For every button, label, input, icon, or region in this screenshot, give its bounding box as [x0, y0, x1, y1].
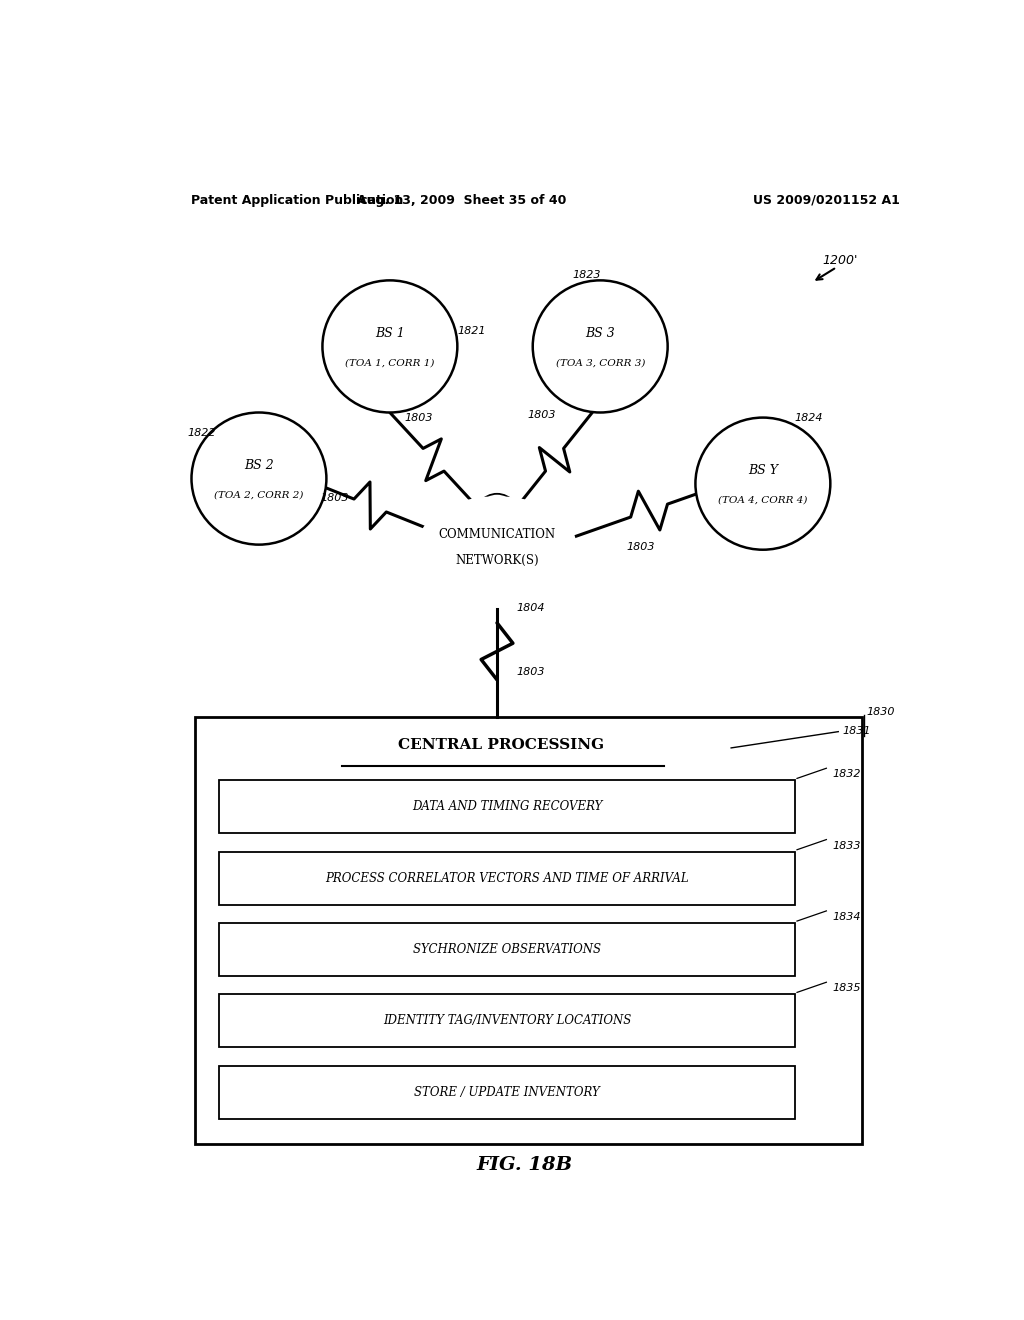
Text: STORE / UPDATE INVENTORY: STORE / UPDATE INVENTORY: [414, 1085, 600, 1098]
Text: BS 1: BS 1: [375, 327, 404, 339]
Ellipse shape: [472, 494, 522, 552]
Text: BS 3: BS 3: [586, 327, 615, 339]
Text: Aug. 13, 2009  Sheet 35 of 40: Aug. 13, 2009 Sheet 35 of 40: [356, 194, 566, 207]
Text: 1803: 1803: [321, 492, 349, 503]
Ellipse shape: [418, 496, 577, 594]
Text: (TOA 4, CORR 4): (TOA 4, CORR 4): [718, 495, 808, 504]
Bar: [219, 851, 795, 904]
Ellipse shape: [695, 417, 830, 549]
Text: PROCESS CORRELATOR VECTORS AND TIME OF ARRIVAL: PROCESS CORRELATOR VECTORS AND TIME OF A…: [326, 871, 689, 884]
Text: 1831: 1831: [842, 726, 870, 735]
Ellipse shape: [429, 525, 465, 569]
Bar: [219, 994, 795, 1047]
Text: SYCHRONIZE OBSERVATIONS: SYCHRONIZE OBSERVATIONS: [413, 942, 601, 956]
Ellipse shape: [529, 525, 565, 569]
Text: IDENTITY TAG/INVENTORY LOCATIONS: IDENTITY TAG/INVENTORY LOCATIONS: [383, 1014, 631, 1027]
Text: (TOA 3, CORR 3): (TOA 3, CORR 3): [555, 358, 645, 367]
Text: 1834: 1834: [833, 912, 861, 921]
Ellipse shape: [191, 412, 327, 545]
Text: BS Y: BS Y: [748, 463, 778, 477]
Text: 1822: 1822: [187, 428, 216, 438]
Text: FIG. 18B: FIG. 18B: [477, 1155, 572, 1173]
Text: US 2009/0201152 A1: US 2009/0201152 A1: [753, 194, 900, 207]
Bar: [196, 718, 862, 1144]
Ellipse shape: [323, 280, 458, 413]
Text: 1821: 1821: [458, 326, 485, 337]
Ellipse shape: [532, 280, 668, 413]
Ellipse shape: [443, 506, 487, 557]
Text: 1832: 1832: [833, 770, 861, 779]
Text: 1823: 1823: [572, 271, 601, 280]
Text: 1804: 1804: [517, 603, 546, 612]
Text: NETWORK(S): NETWORK(S): [456, 554, 539, 568]
Text: (TOA 2, CORR 2): (TOA 2, CORR 2): [214, 490, 304, 499]
Ellipse shape: [477, 531, 517, 577]
Text: BS 2: BS 2: [244, 459, 273, 471]
Text: 1803: 1803: [404, 413, 433, 422]
Ellipse shape: [507, 506, 551, 557]
Text: (TOA 1, CORR 1): (TOA 1, CORR 1): [345, 358, 434, 367]
Text: 1824: 1824: [795, 413, 823, 422]
Bar: [219, 923, 795, 975]
Text: 1835: 1835: [833, 983, 861, 994]
Text: DATA AND TIMING RECOVERY: DATA AND TIMING RECOVERY: [412, 800, 602, 813]
Bar: [219, 1065, 795, 1118]
Text: CENTRAL PROCESSING: CENTRAL PROCESSING: [398, 738, 604, 752]
Bar: [219, 780, 795, 833]
Text: COMMUNICATION: COMMUNICATION: [438, 528, 556, 541]
Text: 1200': 1200': [822, 253, 858, 267]
Text: 1803: 1803: [627, 541, 655, 552]
Text: 1803: 1803: [527, 409, 556, 420]
Text: Patent Application Publication: Patent Application Publication: [191, 194, 403, 207]
Text: 1833: 1833: [833, 841, 861, 850]
Text: 1830: 1830: [866, 708, 895, 717]
Text: 1803: 1803: [517, 667, 546, 677]
